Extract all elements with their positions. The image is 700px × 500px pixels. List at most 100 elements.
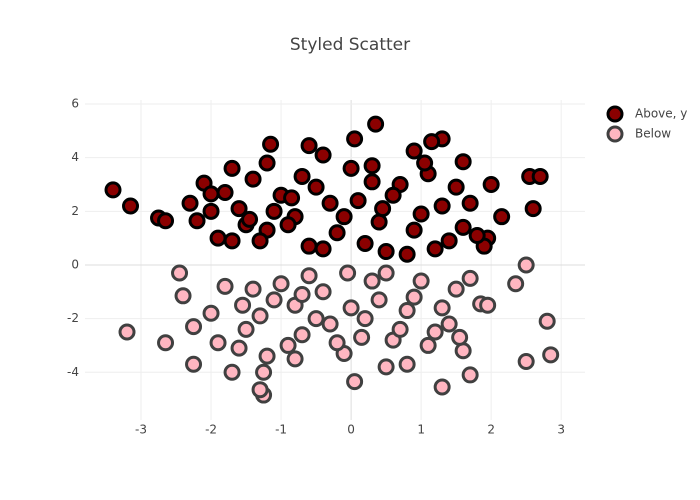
point bbox=[384, 186, 402, 204]
point bbox=[461, 269, 479, 287]
point bbox=[454, 342, 472, 360]
legend-marker bbox=[606, 125, 624, 143]
point bbox=[307, 178, 325, 196]
y-tick-label: 0 bbox=[71, 257, 79, 271]
point bbox=[265, 291, 283, 309]
point bbox=[321, 315, 339, 333]
x-tick-label: 1 bbox=[417, 423, 425, 437]
point bbox=[202, 304, 220, 322]
legend-label: Below bbox=[635, 127, 671, 141]
point bbox=[244, 170, 262, 188]
point bbox=[234, 296, 252, 314]
point bbox=[230, 339, 248, 357]
point bbox=[279, 336, 297, 354]
point bbox=[517, 256, 535, 274]
series bbox=[118, 256, 560, 404]
point bbox=[454, 153, 472, 171]
point bbox=[293, 285, 311, 303]
point bbox=[265, 202, 283, 220]
point bbox=[440, 232, 458, 250]
point bbox=[353, 328, 371, 346]
point bbox=[328, 334, 346, 352]
y-tick-label: 6 bbox=[71, 97, 79, 111]
point bbox=[202, 185, 220, 203]
point bbox=[283, 189, 301, 207]
point bbox=[209, 334, 227, 352]
point bbox=[174, 287, 192, 305]
point bbox=[185, 355, 203, 373]
point bbox=[517, 353, 535, 371]
point bbox=[262, 135, 280, 153]
point bbox=[293, 167, 311, 185]
x-tick-label: 2 bbox=[487, 423, 495, 437]
x-tick-label: -1 bbox=[275, 423, 287, 437]
point bbox=[202, 202, 220, 220]
point bbox=[542, 346, 560, 364]
point bbox=[398, 355, 416, 373]
point bbox=[374, 200, 392, 218]
point bbox=[447, 280, 465, 298]
point bbox=[230, 200, 248, 218]
point bbox=[405, 288, 423, 306]
point bbox=[426, 323, 444, 341]
point bbox=[118, 323, 136, 341]
x-tick-label: 0 bbox=[347, 423, 355, 437]
point bbox=[244, 280, 262, 298]
point bbox=[482, 175, 500, 193]
point bbox=[524, 200, 542, 218]
point bbox=[349, 192, 367, 210]
point bbox=[314, 240, 332, 258]
point bbox=[251, 232, 269, 250]
point bbox=[531, 167, 549, 185]
point bbox=[346, 373, 364, 391]
point bbox=[363, 272, 381, 290]
x-tick-label: 3 bbox=[557, 423, 565, 437]
point bbox=[468, 226, 486, 244]
point bbox=[440, 315, 458, 333]
point bbox=[447, 178, 465, 196]
point bbox=[181, 194, 199, 212]
legend-label: Above, y bbox=[635, 107, 687, 121]
point bbox=[216, 184, 234, 202]
point bbox=[507, 275, 525, 293]
point bbox=[356, 235, 374, 253]
point bbox=[122, 197, 140, 215]
point bbox=[171, 264, 189, 282]
point bbox=[416, 154, 434, 172]
point bbox=[370, 213, 388, 231]
point bbox=[405, 142, 423, 160]
point bbox=[419, 336, 437, 354]
point bbox=[433, 197, 451, 215]
point bbox=[479, 296, 497, 314]
y-tick-label: -2 bbox=[67, 311, 79, 325]
point bbox=[363, 173, 381, 191]
point bbox=[157, 212, 175, 230]
point bbox=[279, 216, 297, 234]
point bbox=[314, 283, 332, 301]
point bbox=[377, 358, 395, 376]
point bbox=[370, 291, 388, 309]
point bbox=[209, 229, 227, 247]
point bbox=[185, 318, 203, 336]
point bbox=[412, 272, 430, 290]
point bbox=[104, 181, 122, 199]
y-tick-label: -4 bbox=[67, 365, 79, 379]
point bbox=[412, 205, 430, 223]
point bbox=[363, 157, 381, 175]
point bbox=[342, 299, 360, 317]
point bbox=[377, 264, 395, 282]
point bbox=[258, 154, 276, 172]
point bbox=[223, 159, 241, 177]
point bbox=[216, 277, 234, 295]
chart-title: Styled Scatter bbox=[290, 35, 410, 55]
point bbox=[223, 363, 241, 381]
point bbox=[356, 310, 374, 328]
x-tick-label: -3 bbox=[135, 423, 147, 437]
point bbox=[367, 115, 385, 133]
point bbox=[398, 302, 416, 320]
point bbox=[307, 310, 325, 328]
point bbox=[538, 312, 556, 330]
point bbox=[255, 363, 273, 381]
series bbox=[104, 115, 549, 263]
